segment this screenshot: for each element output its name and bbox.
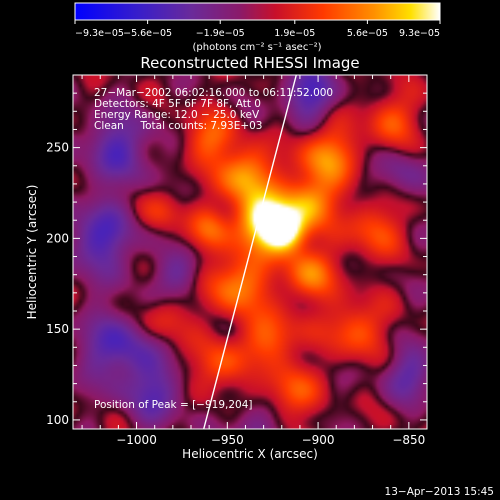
y-tick-label: 150 [46, 322, 69, 336]
timestamp: 13−Apr−2013 15:45 [385, 486, 494, 498]
chart-title: Reconstructed RHESSI Image [140, 54, 359, 72]
colorbar: −9.3e−05 −5.6e−05 −1.9e−05 1.9e−05 5.6e−05 9.… [74, 2, 441, 53]
solar-limb-line [203, 75, 297, 429]
x-tick-labels: −1000 −950 −900 −850 [116, 433, 425, 447]
x-axis-label: Heliocentric X (arcsec) [182, 447, 318, 461]
info-line-time: 27−Mar−2002 06:02:16.000 to 06:11:52.000 [94, 87, 333, 99]
colorbar-tick-label: −1.9e−05 [196, 28, 245, 39]
colorbar-tick-label: 5.6e−05 [347, 28, 388, 39]
colorbar-tick-label: −9.3e−05 [75, 28, 124, 39]
x-tick-label: −950 [211, 433, 244, 447]
info-line-detectors: Detectors: 4F 5F 6F 7F 8F, Att 0 [94, 98, 261, 110]
info-line-energy: Energy Range: 12.0 − 25.0 keV [94, 109, 260, 121]
colorbar-tick-label: −5.6e−05 [123, 28, 172, 39]
x-tick-label: −1000 [116, 433, 157, 447]
x-tick-label: −900 [302, 433, 335, 447]
y-tick-labels: 100 150 200 250 [46, 141, 69, 427]
info-text: 27−Mar−2002 06:02:16.000 to 06:11:52.000… [94, 87, 333, 132]
y-tick-label: 200 [46, 231, 69, 245]
colorbar-tick-label: 9.3e−05 [399, 28, 440, 39]
plot-area [72, 74, 428, 430]
plot-frame [72, 74, 428, 430]
info-line-counts: Clean Total counts: 7.93E+03 [94, 120, 263, 132]
colorbar-ticks: −9.3e−05 −5.6e−05 −1.9e−05 1.9e−05 5.6e−05 9.… [74, 20, 441, 39]
y-axis-label: Heliocentric Y (arcsec) [25, 185, 39, 320]
colorbar-tick-label: 1.9e−05 [274, 28, 315, 39]
peak-position-label: Position of Peak = [−919,204] [94, 399, 253, 411]
y-tick-label: 250 [46, 141, 69, 155]
x-tick-label: −850 [392, 433, 425, 447]
y-tick-label: 100 [46, 413, 69, 427]
colorbar-gradient [74, 2, 441, 21]
axis-ticks [73, 74, 428, 429]
colorbar-units: (photons cm⁻² s⁻¹ asec⁻²) [192, 42, 321, 53]
